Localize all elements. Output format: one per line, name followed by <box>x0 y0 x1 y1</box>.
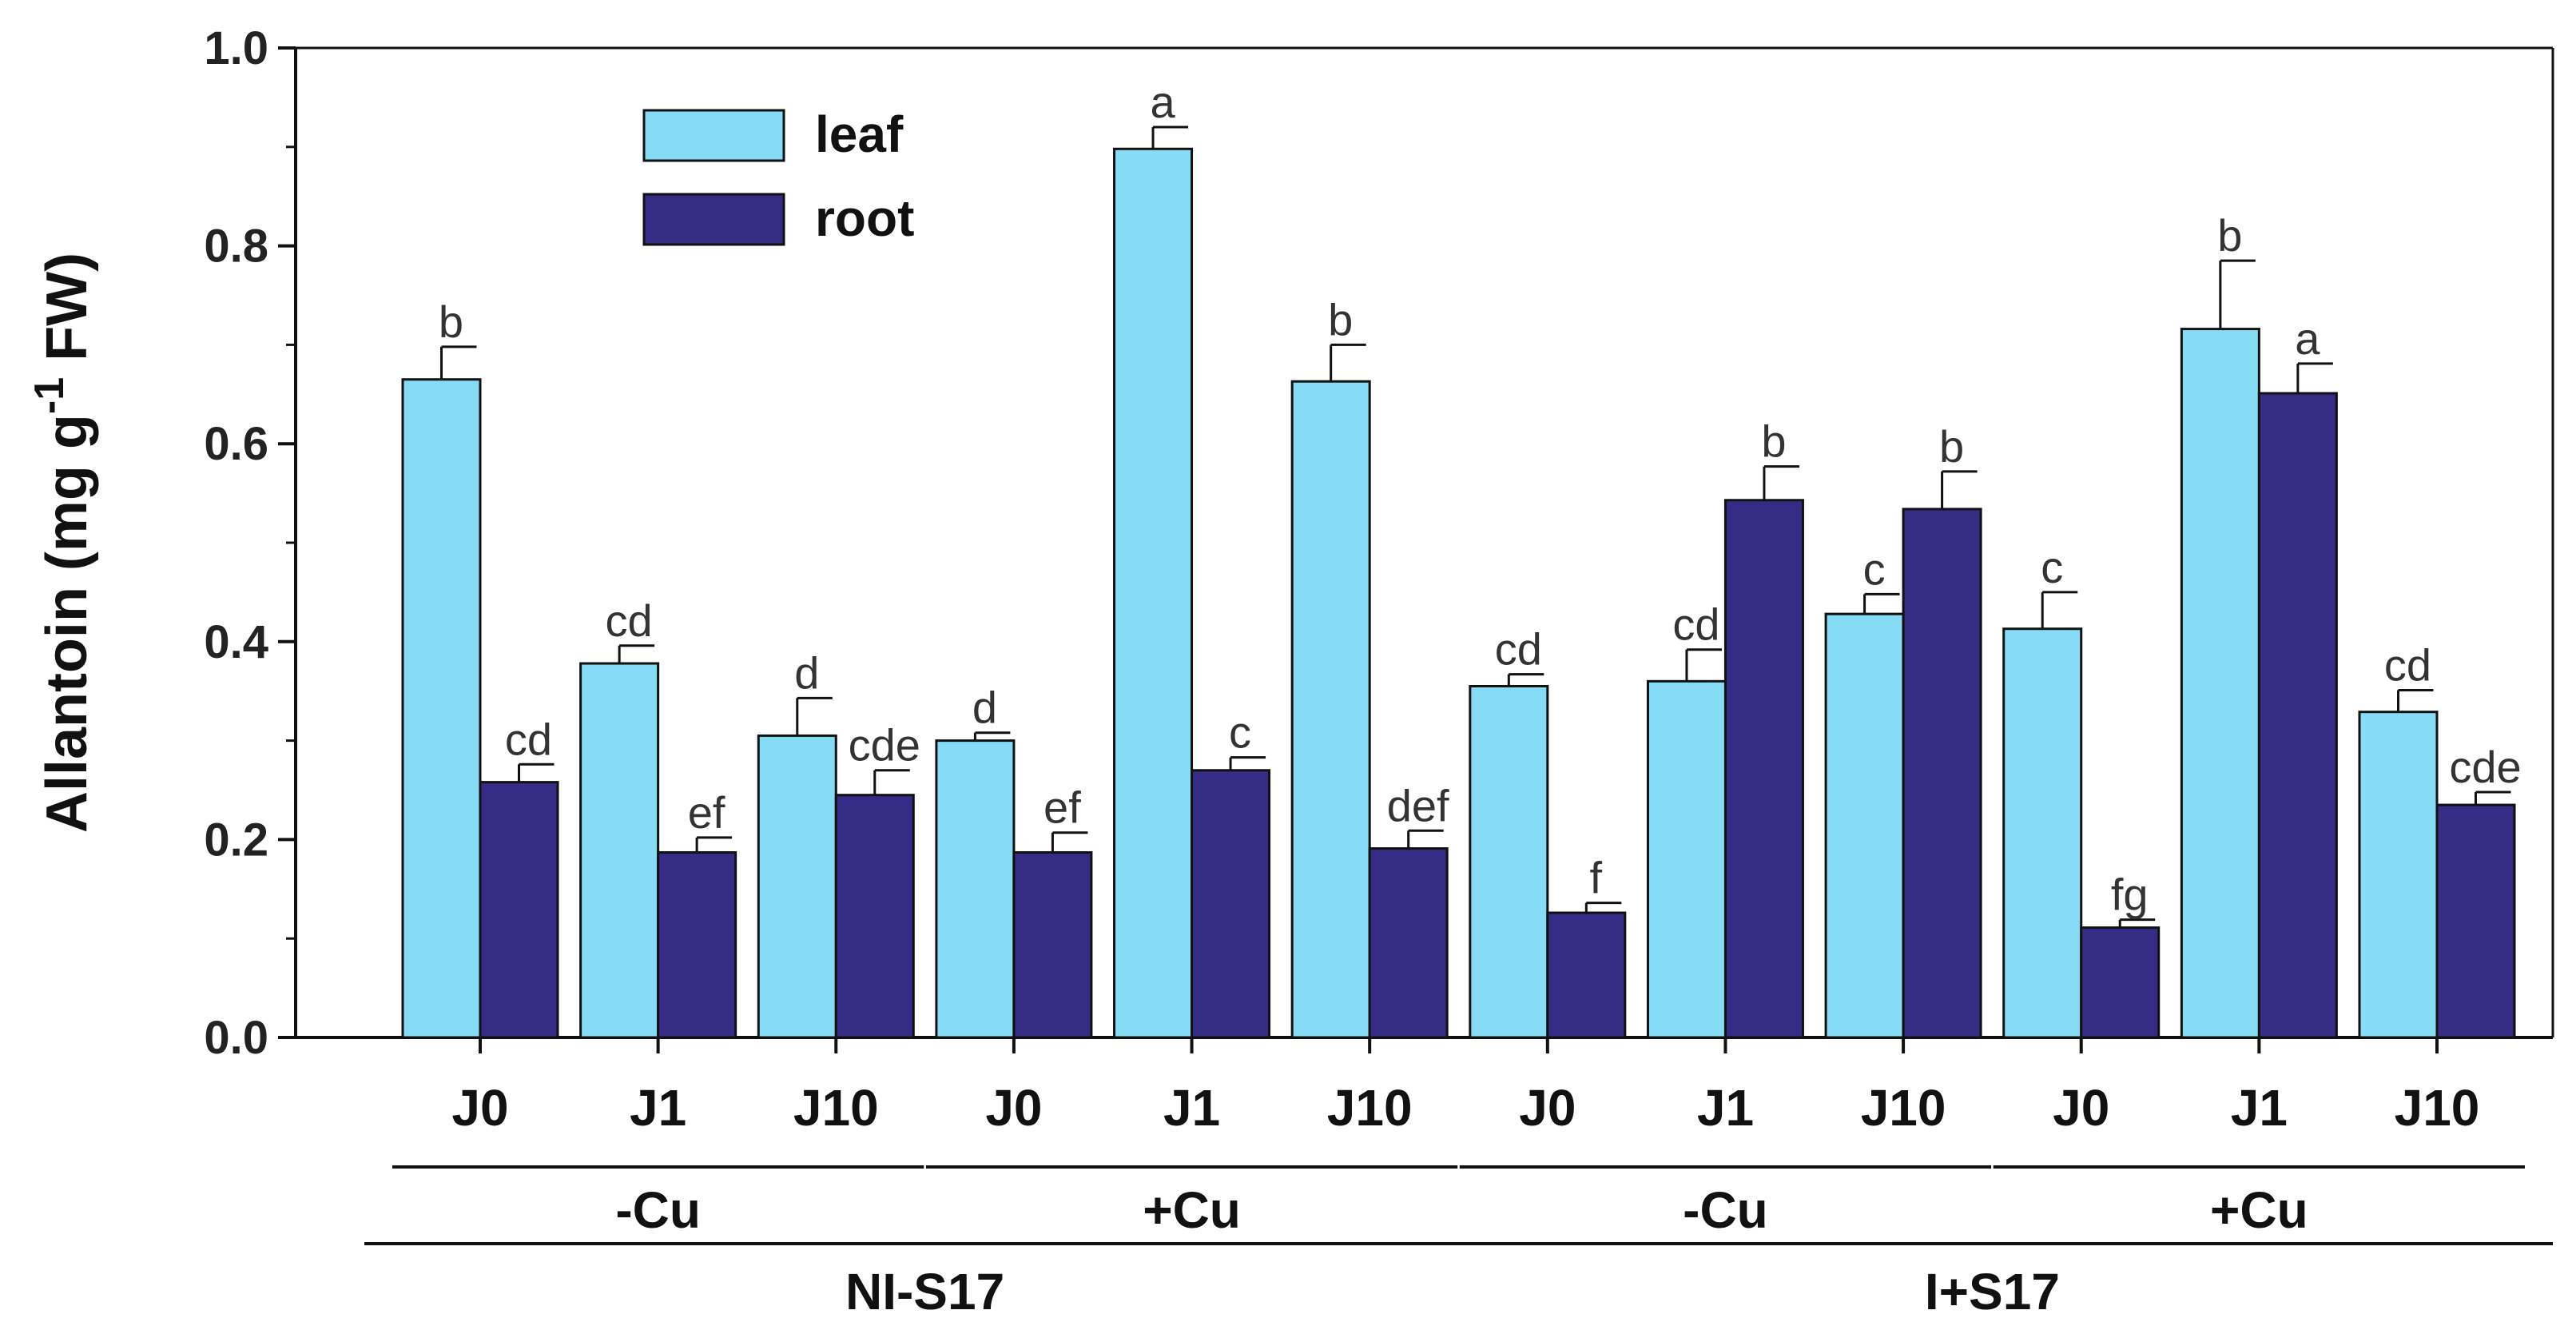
significance-letter: ef <box>688 787 725 838</box>
group-label: -Cu <box>615 1181 701 1239</box>
group-label: +Cu <box>2210 1181 2308 1239</box>
group-label: -Cu <box>1683 1181 1768 1239</box>
leaf-bar <box>2180 328 2260 1039</box>
leaf-bar <box>2002 627 2083 1039</box>
leaf-bar <box>1290 380 1371 1039</box>
significance-letter: b <box>2217 210 2242 261</box>
root-bar <box>479 781 559 1039</box>
x-category-label: J1 <box>630 1079 686 1137</box>
leaf-bar <box>935 739 1016 1039</box>
leaf-bar <box>1824 612 1905 1039</box>
significance-letter: b <box>439 297 463 347</box>
legend-label: leaf <box>815 106 904 163</box>
significance-letter: cd <box>1495 624 1542 675</box>
significance-letter: d <box>972 683 997 733</box>
significance-letter: cd <box>606 595 653 646</box>
root-bar <box>1546 911 1627 1039</box>
significance-letter: c <box>2041 542 2063 592</box>
y-tick-label: 0.4 <box>204 616 268 668</box>
significance-letter: b <box>1761 416 1786 467</box>
x-category-label: J10 <box>1861 1079 1946 1137</box>
significance-letter: fg <box>2111 870 2149 920</box>
root-bar <box>1012 850 1093 1039</box>
leaf-bar <box>401 378 482 1039</box>
root-bar <box>1902 508 1982 1039</box>
supergroup-label: NI-S17 <box>845 1263 1004 1320</box>
significance-letter: c <box>1863 544 1886 594</box>
root-bar <box>834 794 915 1039</box>
legend-label: root <box>815 189 914 247</box>
significance-letter: c <box>1229 707 1251 758</box>
significance-letter: cd <box>1672 599 1719 650</box>
significance-letter: a <box>2295 313 2320 364</box>
leaf-bar <box>1646 679 1727 1039</box>
supergroup-label: I+S17 <box>1925 1263 2060 1320</box>
root-bar <box>1723 499 1804 1039</box>
significance-letter: a <box>1150 77 1175 127</box>
significance-letter: b <box>1939 421 1964 472</box>
y-axis-title-superscript: -1 <box>26 377 73 414</box>
root-bar <box>657 850 737 1039</box>
significance-letter: cd <box>2384 639 2431 690</box>
significance-letter: b <box>1328 294 1353 344</box>
root-bar <box>2435 803 2516 1039</box>
error-bars <box>440 125 2511 928</box>
root-bar <box>2080 926 2161 1039</box>
x-category-label: J10 <box>1327 1079 1413 1137</box>
significance-letter: ef <box>1044 782 1081 833</box>
leaf-bar <box>1113 147 1194 1039</box>
root-bar <box>2257 392 2338 1039</box>
x-category-label: J10 <box>793 1079 879 1137</box>
x-category-label: J1 <box>2231 1079 2288 1137</box>
legend-swatch <box>642 109 785 162</box>
significance-letter: cde <box>2449 742 2521 792</box>
significance-letter: cd <box>505 714 552 764</box>
x-category-label: J0 <box>451 1079 508 1137</box>
significance-letter: def <box>1387 780 1449 830</box>
leaf-bar <box>579 662 660 1039</box>
x-category-label: J0 <box>1519 1079 1576 1137</box>
y-axis-title-main: Allantoin (mg g <box>35 414 99 833</box>
leaf-bar <box>1469 685 1549 1039</box>
x-category-label: J0 <box>985 1079 1042 1137</box>
bars <box>401 147 2516 1039</box>
group-label: +Cu <box>1143 1181 1241 1239</box>
significance-letter: cde <box>849 720 920 771</box>
y-axis-title-suffix: FW) <box>35 253 99 377</box>
significance-letter: f <box>1590 853 1603 903</box>
legend: leaf root <box>642 106 914 247</box>
x-category-label: J10 <box>2395 1079 2480 1137</box>
x-axis-labels: J0 J1 J10 J0 J1 J10 J0 J1 J10 J0 J1 J10 <box>451 1079 2479 1137</box>
x-category-label: J1 <box>1163 1079 1220 1137</box>
legend-swatch <box>642 193 785 246</box>
y-axis-title: Allantoin (mg g-1 FW) <box>26 253 99 833</box>
y-tick-label: 0.0 <box>204 1012 268 1064</box>
significance-letter: d <box>794 647 819 698</box>
x-category-label: J0 <box>2053 1079 2109 1137</box>
root-bar <box>1191 769 1271 1039</box>
y-tick-label: 0.6 <box>204 418 268 470</box>
leaf-bar <box>2358 711 2439 1039</box>
root-bar <box>1368 847 1449 1039</box>
x-category-label: J1 <box>1697 1079 1754 1137</box>
group-labels: -Cu +Cu -Cu +Cu NI-S17 I+S17 <box>364 1165 2553 1320</box>
y-tick-label: 0.8 <box>204 221 268 273</box>
leaf-bar <box>757 734 837 1039</box>
y-tick-label: 1.0 <box>204 22 268 74</box>
y-tick-label: 0.2 <box>204 814 268 866</box>
